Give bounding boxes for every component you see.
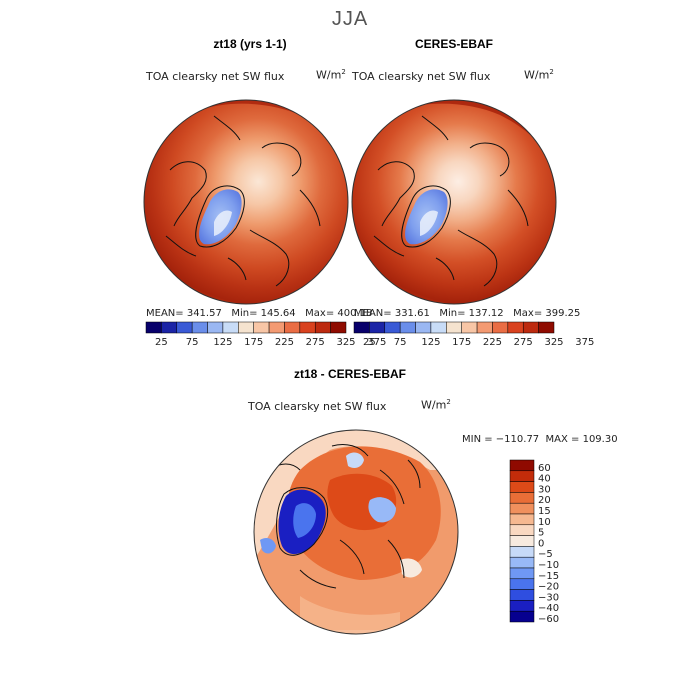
colorbar-diff-swatch-1 bbox=[509, 470, 535, 482]
colorbar-obs-tick-4: 225 bbox=[483, 337, 502, 348]
colorbar-obs-swatch-3 bbox=[399, 321, 416, 334]
colorbar-diff-tick-6: 5 bbox=[538, 528, 544, 539]
colorbar-model-tick-1: 75 bbox=[186, 337, 199, 348]
panel2-stats: MEAN= 331.61 Min= 137.12 Max= 399.25 bbox=[354, 308, 581, 319]
colorbar-model-swatch-5 bbox=[222, 321, 239, 334]
colorbar-diff-swatch-2 bbox=[509, 481, 535, 493]
colorbar-diff-swatch-14 bbox=[509, 610, 535, 623]
colorbar-diff-swatch-13 bbox=[509, 600, 535, 612]
colorbar-diff-swatch-7 bbox=[509, 535, 535, 547]
colorbar-obs-tick-3: 175 bbox=[452, 337, 471, 348]
colorbar-diff-swatch-11 bbox=[509, 578, 535, 590]
colorbar-diff-swatch-12 bbox=[509, 589, 535, 601]
colorbar-diff-tick-8: −5 bbox=[538, 549, 553, 560]
colorbar-diff-tick-7: 0 bbox=[538, 538, 544, 549]
colorbar-obs-tick-0: 25 bbox=[363, 337, 376, 348]
colorbar-obs: 25 75 125 175 225 275 325 375 bbox=[353, 321, 594, 348]
colorbar-obs-tick-5: 275 bbox=[514, 337, 533, 348]
colorbar-obs-swatch-0 bbox=[353, 321, 370, 334]
colorbar-model-tick-3: 175 bbox=[244, 337, 263, 348]
colorbar-model-swatch-7 bbox=[253, 321, 270, 334]
colorbar-diff-tick-5: 10 bbox=[538, 517, 551, 528]
colorbar-diff-tick-1: 40 bbox=[538, 474, 551, 485]
colorbar-diff-tick-11: −20 bbox=[538, 582, 559, 593]
colorbar-obs-swatch-12 bbox=[538, 321, 555, 334]
colorbar-obs-swatch-7 bbox=[461, 321, 478, 334]
colorbar-diff-tick-4: 15 bbox=[538, 506, 551, 517]
colorbar-obs-tick-6: 325 bbox=[544, 337, 563, 348]
panel1-title: zt18 (yrs 1-1) bbox=[213, 37, 287, 51]
panel3-title: zt18 - CERES-EBAF bbox=[293, 367, 406, 381]
colorbar-model-tick-5: 275 bbox=[306, 337, 325, 348]
panel3-stats: MIN = −110.77 MAX = 109.30 bbox=[462, 434, 618, 445]
panel1-unit: W/m2 bbox=[316, 68, 346, 82]
colorbar-diff-tick-13: −40 bbox=[538, 603, 559, 614]
colorbar-diff-tick-9: −10 bbox=[538, 560, 559, 571]
colorbar-diff-tick-2: 30 bbox=[538, 484, 551, 495]
panel3-unit: W/m2 bbox=[421, 398, 451, 412]
colorbar-model-swatch-3 bbox=[191, 321, 208, 334]
colorbar-obs-swatch-8 bbox=[476, 321, 493, 334]
colorbar-diff-swatch-4 bbox=[509, 502, 535, 515]
map-model bbox=[143, 99, 349, 305]
colorbar-model-swatch-0 bbox=[145, 321, 162, 334]
colorbar-diff-tick-3: 20 bbox=[538, 495, 551, 506]
colorbar-model-swatch-1 bbox=[161, 321, 178, 334]
panel1-stats: MEAN= 341.57 Min= 145.64 Max= 400.18 bbox=[146, 308, 373, 319]
colorbar-model-tick-7: 375 bbox=[367, 337, 386, 348]
colorbar-model: 25 75 125 175 225 275 325 375 bbox=[145, 321, 386, 348]
colorbar-obs-tick-7: 375 bbox=[575, 337, 594, 348]
map-obs bbox=[351, 99, 557, 305]
colorbar-model-swatch-4 bbox=[207, 321, 224, 334]
colorbar-model-swatch-6 bbox=[238, 321, 254, 334]
map-diff bbox=[253, 429, 459, 635]
colorbar-obs-swatch-5 bbox=[430, 321, 447, 334]
panel2-variable: TOA clearsky net SW flux bbox=[352, 70, 491, 83]
colorbar-obs-tick-2: 125 bbox=[421, 337, 440, 348]
colorbar-model-swatch-8 bbox=[268, 321, 285, 334]
panel2-title: CERES-EBAF bbox=[414, 37, 493, 51]
colorbar-model-tick-0: 25 bbox=[155, 337, 168, 348]
colorbar-obs-swatch-6 bbox=[446, 321, 462, 334]
colorbar-obs-tick-1: 75 bbox=[394, 337, 407, 348]
panel2-unit: W/m2 bbox=[524, 68, 554, 82]
colorbar-model-swatch-10 bbox=[299, 321, 316, 334]
colorbar-diff-swatch-5 bbox=[509, 513, 535, 526]
colorbar-model-swatch-11 bbox=[314, 321, 331, 334]
colorbar-diff-swatch-10 bbox=[509, 567, 535, 580]
season-title: JJA bbox=[331, 8, 369, 30]
colorbar-model-swatch-9 bbox=[284, 321, 301, 334]
colorbar-diff-tick-10: −15 bbox=[538, 571, 559, 582]
colorbar-diff-swatch-3 bbox=[509, 492, 535, 504]
colorbar-obs-swatch-4 bbox=[415, 321, 432, 334]
colorbar-obs-swatch-1 bbox=[369, 321, 386, 334]
colorbar-model-tick-6: 325 bbox=[336, 337, 355, 348]
colorbar-diff-tick-0: 60 bbox=[538, 463, 551, 474]
colorbar-model-swatch-2 bbox=[176, 321, 193, 334]
panel1-variable: TOA clearsky net SW flux bbox=[146, 70, 285, 83]
colorbar-obs-swatch-11 bbox=[522, 321, 539, 334]
colorbar-obs-swatch-2 bbox=[384, 321, 401, 334]
colorbar-model-tick-2: 125 bbox=[213, 337, 232, 348]
colorbar-diff-swatch-6 bbox=[509, 524, 535, 536]
colorbar-diff-swatch-9 bbox=[509, 556, 535, 569]
panel3-variable: TOA clearsky net SW flux bbox=[248, 400, 387, 413]
colorbar-diff-swatch-0 bbox=[509, 459, 535, 472]
colorbar-diff-tick-12: −30 bbox=[538, 592, 559, 603]
colorbar-diff-tick-14: −60 bbox=[538, 614, 559, 625]
colorbar-obs-swatch-10 bbox=[507, 321, 524, 334]
colorbar-model-tick-4: 225 bbox=[275, 337, 294, 348]
colorbar-diff-swatch-8 bbox=[509, 546, 535, 558]
colorbar-model-swatch-12 bbox=[330, 321, 347, 334]
colorbar-obs-swatch-9 bbox=[492, 321, 509, 334]
